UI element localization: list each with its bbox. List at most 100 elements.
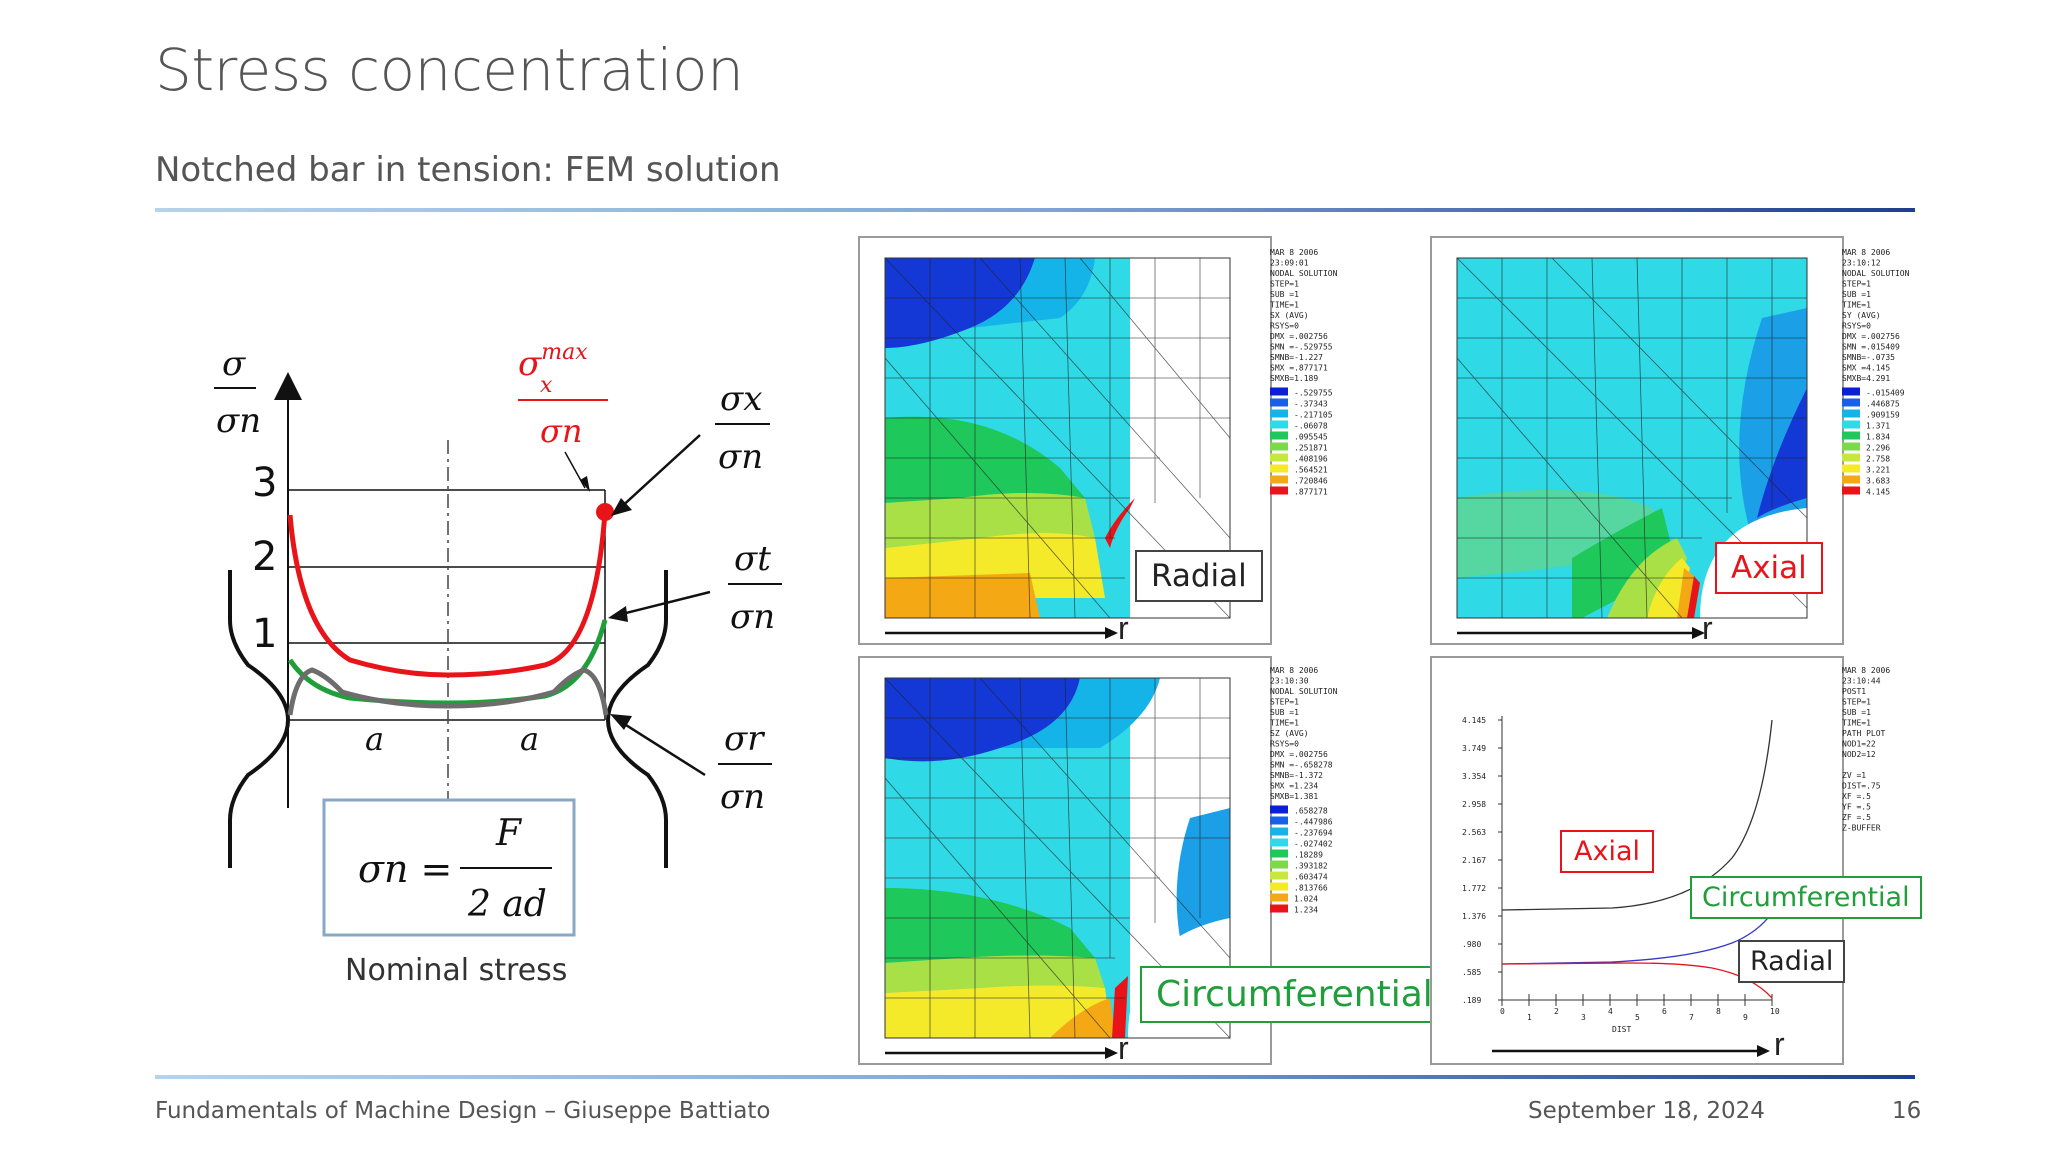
sr-num: σr xyxy=(724,719,765,759)
legend-swatch xyxy=(1270,486,1288,495)
path-y-tick: .980 xyxy=(1462,940,1481,949)
legend-header-line: SMNB=-1.372 xyxy=(1270,771,1323,780)
legend-swatch xyxy=(1842,442,1860,451)
legend-value: 2.758 xyxy=(1866,455,1890,464)
legend-value: 1.234 xyxy=(1294,906,1318,915)
legend-value: 3.221 xyxy=(1866,466,1890,475)
path-y-tick: .585 xyxy=(1462,968,1481,977)
sigma-r-curve xyxy=(287,667,609,716)
legend-header-line: PATH PLOT xyxy=(1842,729,1886,738)
legend-header-line: SZ (AVG) xyxy=(1270,729,1309,738)
legend-value: .603474 xyxy=(1294,873,1328,882)
legend-header-line: XF =.5 xyxy=(1842,792,1871,801)
legend-header-line: TIME=1 xyxy=(1270,719,1299,728)
legend-swatch xyxy=(1842,387,1860,396)
legend-swatch xyxy=(1842,398,1860,407)
r-axis-label-path: r xyxy=(1774,1026,1785,1062)
legend-header-line: DMX =.002756 xyxy=(1842,332,1900,341)
sr-den: σn xyxy=(720,777,765,817)
legend-swatch xyxy=(1270,431,1288,440)
legend-swatch xyxy=(1270,816,1288,825)
slide-title: Stress concentration xyxy=(155,36,744,104)
legend-header-line: DMX =.002756 xyxy=(1270,750,1328,759)
path-x-tick: 4 xyxy=(1608,1007,1613,1016)
legend-header-line: SMN =-.658278 xyxy=(1270,761,1333,770)
footer-date: September 18, 2024 xyxy=(1528,1098,1765,1124)
legend-header-line: YF =.5 xyxy=(1842,803,1871,812)
circumferential-path-curve xyxy=(1501,912,1773,965)
legend-header-line: 23:10:12 xyxy=(1842,259,1881,268)
a-label-right: a xyxy=(520,720,539,758)
bar-outline-right xyxy=(605,570,668,868)
path-x-tick: 2 xyxy=(1554,1007,1559,1016)
legend-header-line: STEP=1 xyxy=(1842,698,1871,707)
legend-header-line: SMX =.877171 xyxy=(1270,364,1328,373)
path-y-tick: .189 xyxy=(1462,996,1481,1005)
legend-value: -.529755 xyxy=(1294,389,1333,398)
legend-header-line: SMX =1.234 xyxy=(1270,782,1318,791)
footer-rule xyxy=(155,1075,1915,1079)
legend-value: .909159 xyxy=(1866,411,1900,420)
label-radial-path: Radial xyxy=(1738,940,1846,983)
legend-value: .251871 xyxy=(1294,444,1328,453)
r-axis-label-radial: r xyxy=(1118,610,1129,646)
path-x-tick: 6 xyxy=(1662,1007,1667,1016)
legend-value: -.237694 xyxy=(1294,829,1333,838)
path-x-tick: 10 xyxy=(1770,1007,1780,1016)
legend-header-line: NODAL SOLUTION xyxy=(1270,687,1338,696)
legend-swatch xyxy=(1842,453,1860,462)
legend-value: .564521 xyxy=(1294,466,1328,475)
legend-swatch xyxy=(1270,420,1288,429)
path-x-tick: 0 xyxy=(1500,1007,1505,1016)
sigma-max-den: σn xyxy=(540,412,582,450)
fem-contour-axial xyxy=(1456,257,1808,639)
legend-header-line: 23:10:30 xyxy=(1270,677,1309,686)
stress-distribution-diagram: σ σn 3 2 1 a a σmax x σn σx σn σt σn σr … xyxy=(214,340,782,988)
formula-num: F xyxy=(495,813,523,854)
label-radial: Radial xyxy=(1135,550,1263,602)
nominal-stress-caption: Nominal stress xyxy=(345,953,567,988)
legend-swatch xyxy=(1270,827,1288,836)
a-label-left: a xyxy=(365,720,384,758)
sigma-max-sub: x xyxy=(540,373,553,398)
path-x-tick: 7 xyxy=(1689,1013,1694,1022)
sigma-x-curve xyxy=(287,511,608,678)
fem-panel-axial xyxy=(1430,236,1844,645)
y-axis-arrow-icon xyxy=(274,372,302,400)
legend-swatch xyxy=(1842,420,1860,429)
path-x-tick: 3 xyxy=(1581,1013,1586,1022)
legend-header-line: SY (AVG) xyxy=(1842,311,1881,320)
legend-value: -.217105 xyxy=(1294,411,1333,420)
legend-value: .813766 xyxy=(1294,884,1328,893)
legend-swatch xyxy=(1270,805,1288,814)
radial-path-curve xyxy=(1501,962,1773,999)
legend-header-line: SX (AVG) xyxy=(1270,311,1309,320)
legend-header-line: SMX =4.145 xyxy=(1842,364,1890,373)
legend-value: 1.834 xyxy=(1866,433,1890,442)
legend-value: -.06078 xyxy=(1294,422,1328,431)
legend-value: .658278 xyxy=(1294,807,1328,816)
sx-num: σx xyxy=(720,379,762,419)
legend-value: -.015409 xyxy=(1866,389,1905,398)
page-number: 16 xyxy=(1892,1098,1922,1124)
legend-value: .18289 xyxy=(1294,851,1323,860)
legend-header-line: SMN =-.529755 xyxy=(1270,343,1333,352)
footer-course: Fundamentals of Machine Design – Giusepp… xyxy=(155,1098,771,1124)
tick-3: 3 xyxy=(252,460,277,506)
path-y-tick: 3.354 xyxy=(1462,772,1486,781)
legend-swatch xyxy=(1842,475,1860,484)
legend-header-line: MAR 8 2006 xyxy=(1842,666,1890,675)
formula-den: 2 ad xyxy=(467,884,547,925)
legend-header-line: SMXB=1.189 xyxy=(1270,374,1318,383)
legend-value: 2.296 xyxy=(1866,444,1890,453)
legend-header-line: NOD1=22 xyxy=(1842,740,1876,749)
legend-swatch xyxy=(1842,464,1860,473)
st-num: σt xyxy=(734,539,771,579)
legend-header-line: RSYS=0 xyxy=(1270,322,1299,331)
legend-value: 4.145 xyxy=(1866,488,1890,497)
axis-sigma-n-label: σn xyxy=(216,401,261,441)
legend-value: .877171 xyxy=(1294,488,1328,497)
label-circumferential-path: Circumferential xyxy=(1690,876,1922,919)
